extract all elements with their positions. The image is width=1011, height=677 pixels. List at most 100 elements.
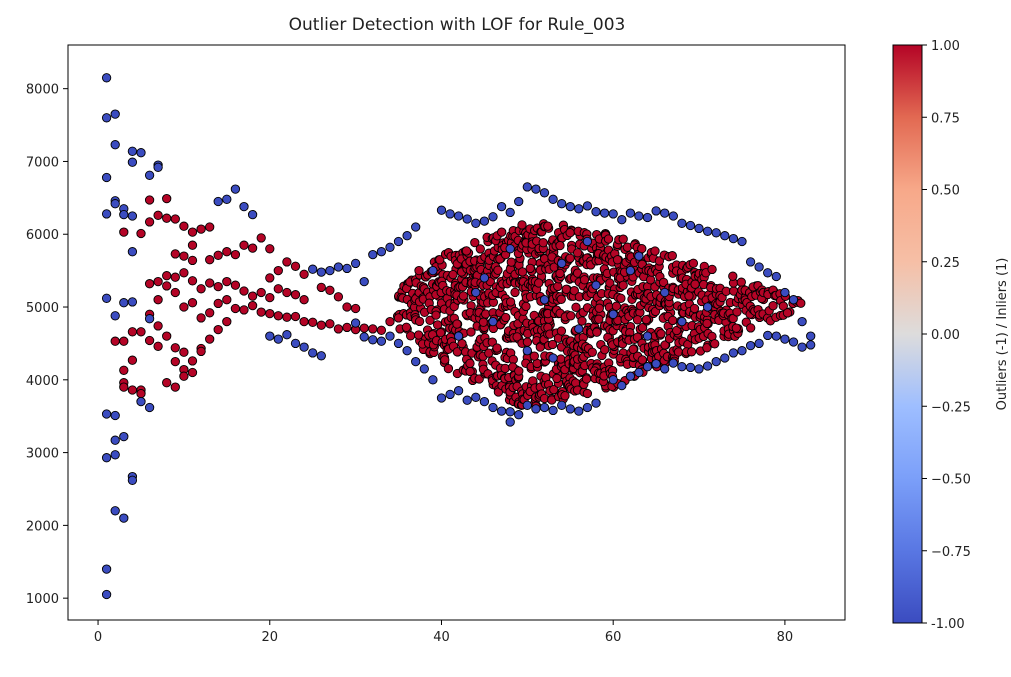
inlier-point [656,329,666,339]
outlier-point [419,364,429,374]
inlier-point [273,265,283,276]
outlier-point [531,404,541,414]
inlier-point [435,255,445,265]
y-tick-label: 5000 [26,301,59,316]
outlier-point [574,324,584,334]
inlier-point [333,324,344,334]
outlier-point [651,359,661,369]
inlier-point [505,297,516,307]
inlier-point [265,244,275,254]
inlier-point [566,311,576,321]
y-tick-label: 7000 [26,155,59,170]
outlier-point [711,228,721,238]
inlier-point [689,303,700,314]
inlier-point [556,354,566,364]
outlier-point [119,209,129,220]
inlier-point [136,228,146,239]
colorbar-ticks: -1.00 −0.75 −0.50 −0.25 0.00 0.25 0.50 0.75 1.00 [922,39,971,632]
inlier-point [458,291,469,301]
inlier-point [119,336,129,346]
inlier-point [660,340,670,350]
inlier-point [213,324,223,335]
inlier-point [205,334,215,344]
inlier-point [187,276,198,286]
outlier-point [110,140,120,150]
outlier-point [368,249,378,260]
inlier-point [782,308,793,318]
inlier-point [230,303,241,314]
inlier-point [170,382,180,392]
y-axis: 1000 2000 3000 4000 5000 6000 7000 8000 [26,83,68,607]
outlier-point [788,337,799,347]
inlier-point [205,278,215,288]
inlier-point [581,374,592,384]
outlier-point [101,73,112,83]
outlier-point [385,242,395,252]
inlier-point [119,227,129,237]
outlier-point [694,223,704,234]
inlier-point [746,323,756,333]
outlier-point [608,209,618,219]
inlier-point [587,347,597,357]
outlier-point [505,207,515,218]
outlier-point [488,212,498,222]
inlier-point [342,322,352,333]
outlier-point [350,258,361,269]
outlier-point [153,162,163,172]
inlier-point [196,284,206,294]
inlier-point [170,343,180,353]
inlier-point [239,305,249,315]
inlier-point [538,238,548,248]
colorbar-tick-label: -1.00 [931,617,965,632]
inlier-point [443,363,454,374]
inlier-point [497,227,507,237]
inlier-point [213,281,223,292]
outlier-point [101,589,112,600]
inlier-point [162,213,172,223]
outlier-point [514,196,524,207]
inlier-point [179,371,189,381]
inlier-point [506,257,516,267]
outlier-point [548,353,558,363]
outlier-point [685,220,696,231]
outlier-point [325,265,335,276]
inlier-point [213,250,223,260]
outlier-point [282,330,292,340]
inlier-point [534,278,544,288]
inlier-point [153,321,163,331]
outlier-point [265,331,275,341]
plot-frame [67,44,846,621]
outlier-point [453,331,464,341]
outlier-point [101,209,112,219]
outlier-point [110,199,120,209]
outlier-point [101,564,112,574]
inlier-point [222,316,232,327]
outlier-point [728,233,739,244]
inlier-point [342,302,352,312]
outlier-point [745,257,756,267]
outlier-point [514,410,524,420]
outlier-point [333,262,344,272]
outlier-point [239,201,249,212]
outlier-point [677,362,687,372]
inlier-point [582,388,593,399]
x-tick-label: 60 [605,630,622,645]
outlier-point [642,331,653,341]
inlier-point [475,244,485,254]
inlier-point [728,271,738,281]
inlier-point [350,303,361,314]
outlier-point [471,287,481,298]
inlier-point [162,331,172,341]
outlier-point [402,346,412,356]
outlier-point [273,334,283,344]
outlier-point [136,396,146,407]
colorbar-tick-label: 0.75 [931,111,960,126]
inlier-point [308,317,318,327]
inlier-point [577,316,587,326]
inlier-point [170,272,180,282]
outlier-point [694,364,704,374]
outlier-point [462,214,472,224]
outlier-point [496,201,507,212]
outlier-point [548,405,558,416]
inlier-point [768,301,778,311]
